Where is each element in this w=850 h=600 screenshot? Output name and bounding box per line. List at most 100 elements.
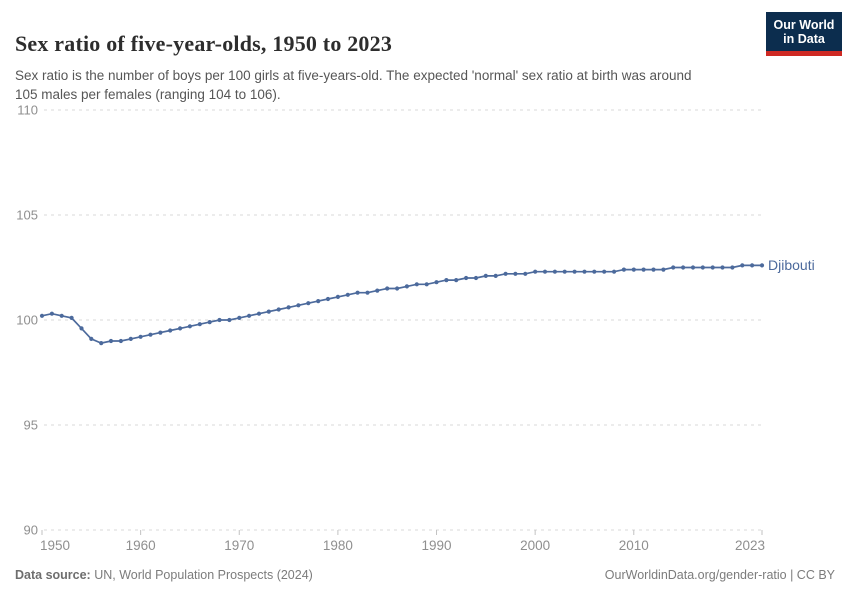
- data-point[interactable]: [464, 275, 469, 281]
- data-point[interactable]: [168, 328, 173, 333]
- data-point[interactable]: [424, 282, 429, 287]
- data-point[interactable]: [414, 282, 419, 287]
- data-source-value: UN, World Population Prospects (2024): [90, 568, 313, 582]
- data-point[interactable]: [256, 311, 262, 316]
- data-point[interactable]: [286, 305, 291, 310]
- y-tick-label: 95: [24, 418, 38, 433]
- data-point[interactable]: [759, 263, 765, 268]
- owid-link[interactable]: OurWorldinData.org/gender-ratio | CC BY: [604, 568, 835, 582]
- data-point[interactable]: [542, 269, 548, 274]
- data-point[interactable]: [612, 269, 617, 274]
- data-point[interactable]: [671, 265, 676, 270]
- data-point[interactable]: [533, 269, 538, 274]
- data-point[interactable]: [631, 267, 636, 272]
- x-tick-label: 1970: [224, 538, 254, 553]
- data-point[interactable]: [108, 338, 114, 344]
- owid-logo-line1: Our World: [773, 18, 835, 32]
- data-point[interactable]: [276, 307, 281, 312]
- data-point[interactable]: [552, 269, 558, 274]
- data-point[interactable]: [730, 265, 735, 270]
- data-point[interactable]: [562, 269, 567, 274]
- data-point[interactable]: [454, 278, 459, 283]
- data-point[interactable]: [316, 299, 321, 304]
- data-point[interactable]: [483, 273, 488, 278]
- data-point[interactable]: [720, 265, 725, 270]
- data-point[interactable]: [49, 311, 55, 316]
- data-point[interactable]: [118, 338, 123, 344]
- data-point[interactable]: [385, 286, 390, 291]
- data-point[interactable]: [710, 265, 715, 270]
- data-point[interactable]: [89, 336, 94, 341]
- y-tick-label: 105: [16, 208, 38, 223]
- data-point[interactable]: [227, 317, 232, 323]
- y-tick-label: 100: [16, 313, 38, 328]
- x-tick-label: 1990: [421, 538, 451, 553]
- data-point[interactable]: [365, 290, 370, 295]
- data-point[interactable]: [335, 294, 340, 299]
- data-point[interactable]: [641, 267, 646, 272]
- data-point[interactable]: [158, 330, 163, 335]
- data-point[interactable]: [59, 313, 64, 318]
- data-point[interactable]: [325, 296, 331, 302]
- data-point[interactable]: [266, 309, 271, 314]
- data-point[interactable]: [138, 334, 143, 339]
- data-point[interactable]: [434, 280, 439, 285]
- data-point[interactable]: [207, 320, 212, 325]
- data-point[interactable]: [661, 267, 666, 272]
- data-point[interactable]: [740, 263, 745, 268]
- data-point[interactable]: [247, 313, 252, 318]
- series-label-djibouti[interactable]: Djibouti: [768, 257, 815, 273]
- data-point[interactable]: [592, 269, 597, 274]
- data-point[interactable]: [582, 269, 587, 274]
- data-point[interactable]: [306, 301, 311, 306]
- data-point[interactable]: [572, 269, 577, 274]
- data-point[interactable]: [197, 322, 202, 327]
- data-point[interactable]: [237, 315, 242, 320]
- data-point[interactable]: [493, 273, 498, 278]
- line-chart: 90 95 100 105 110 1950 1960 1970 1980 1990 2000 201…: [16, 103, 815, 554]
- data-point[interactable]: [700, 265, 705, 270]
- x-tick-label: 1980: [323, 538, 353, 553]
- page-title: Sex ratio of five-year-olds, 1950 to 202…: [15, 30, 393, 56]
- data-point[interactable]: [99, 341, 104, 346]
- x-tick-label: 2023: [735, 538, 765, 553]
- data-point[interactable]: [404, 284, 409, 289]
- owid-logo-line2: in Data: [783, 32, 825, 46]
- data-point[interactable]: [79, 326, 84, 331]
- data-point[interactable]: [444, 278, 449, 283]
- data-point[interactable]: [148, 332, 153, 337]
- data-point[interactable]: [39, 313, 45, 318]
- data-source-note: Data source: UN, World Population Prospe…: [15, 568, 313, 582]
- data-point[interactable]: [602, 269, 607, 274]
- data-point[interactable]: [217, 317, 222, 323]
- x-tick-label: 1960: [126, 538, 156, 553]
- data-point[interactable]: [345, 292, 350, 297]
- data-point[interactable]: [503, 271, 508, 276]
- data-point[interactable]: [69, 315, 74, 320]
- y-tick-label: 110: [17, 103, 38, 118]
- x-tick-label: 2000: [520, 538, 550, 553]
- data-point[interactable]: [473, 275, 479, 281]
- data-point[interactable]: [375, 288, 380, 293]
- data-point[interactable]: [651, 267, 656, 272]
- data-point[interactable]: [178, 326, 183, 331]
- data-point[interactable]: [296, 303, 301, 308]
- y-tick-label: 90: [24, 523, 38, 538]
- djibouti-line[interactable]: [41, 264, 762, 344]
- data-point[interactable]: [523, 271, 528, 276]
- data-point[interactable]: [187, 324, 192, 329]
- data-point[interactable]: [750, 263, 755, 268]
- data-point[interactable]: [681, 265, 686, 270]
- data-point[interactable]: [513, 271, 518, 276]
- data-point[interactable]: [128, 336, 133, 341]
- data-point[interactable]: [621, 267, 627, 272]
- data-point[interactable]: [690, 265, 696, 270]
- x-tick-label: 1950: [40, 538, 70, 553]
- data-point[interactable]: [355, 290, 360, 295]
- chart-subtitle: Sex ratio is the number of boys per 100 …: [15, 67, 692, 102]
- data-source-label: Data source:: [15, 568, 91, 582]
- data-point[interactable]: [395, 286, 400, 291]
- x-tick-label: 2010: [619, 538, 649, 553]
- owid-logo[interactable]: Our World in Data: [766, 12, 842, 56]
